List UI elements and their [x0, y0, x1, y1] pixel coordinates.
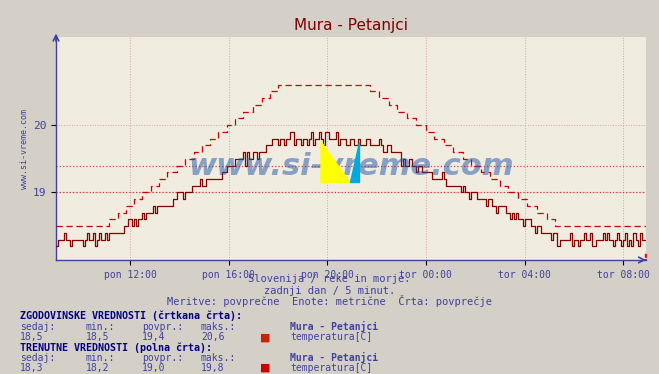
- Text: maks.:: maks.:: [201, 353, 236, 363]
- Polygon shape: [350, 142, 359, 183]
- Text: zadnji dan / 5 minut.: zadnji dan / 5 minut.: [264, 286, 395, 295]
- Text: Mura - Petanjci: Mura - Petanjci: [290, 352, 378, 363]
- Text: Meritve: povprečne  Enote: metrične  Črta: povprečje: Meritve: povprečne Enote: metrične Črta:…: [167, 295, 492, 307]
- Text: 19,0: 19,0: [142, 363, 165, 373]
- Text: 19,8: 19,8: [201, 363, 225, 373]
- Text: 18,3: 18,3: [20, 363, 43, 373]
- Text: ■: ■: [260, 332, 271, 342]
- Text: povpr.:: povpr.:: [142, 322, 183, 332]
- Text: ZGODOVINSKE VREDNOSTI (črtkana črta):: ZGODOVINSKE VREDNOSTI (črtkana črta):: [20, 310, 242, 321]
- Text: ■: ■: [260, 363, 271, 373]
- Text: sedaj:: sedaj:: [20, 322, 55, 332]
- Text: sedaj:: sedaj:: [20, 353, 55, 363]
- Text: Mura - Petanjci: Mura - Petanjci: [290, 321, 378, 332]
- Text: maks.:: maks.:: [201, 322, 236, 332]
- Text: 18,5: 18,5: [20, 332, 43, 342]
- Polygon shape: [321, 142, 350, 183]
- Text: temperatura[C]: temperatura[C]: [290, 332, 372, 342]
- Text: Slovenija / reke in morje.: Slovenija / reke in morje.: [248, 275, 411, 284]
- Text: temperatura[C]: temperatura[C]: [290, 363, 372, 373]
- Text: 18,2: 18,2: [86, 363, 109, 373]
- Text: 18,5: 18,5: [86, 332, 109, 342]
- Text: www.si-vreme.com: www.si-vreme.com: [188, 152, 514, 181]
- Text: min.:: min.:: [86, 353, 115, 363]
- Y-axis label: www.si-vreme.com: www.si-vreme.com: [20, 109, 28, 188]
- Text: min.:: min.:: [86, 322, 115, 332]
- Text: TRENUTNE VREDNOSTI (polna črta):: TRENUTNE VREDNOSTI (polna črta):: [20, 342, 212, 353]
- Title: Mura - Petanjci: Mura - Petanjci: [294, 18, 408, 33]
- Text: 20,6: 20,6: [201, 332, 225, 342]
- Text: 19,4: 19,4: [142, 332, 165, 342]
- Text: povpr.:: povpr.:: [142, 353, 183, 363]
